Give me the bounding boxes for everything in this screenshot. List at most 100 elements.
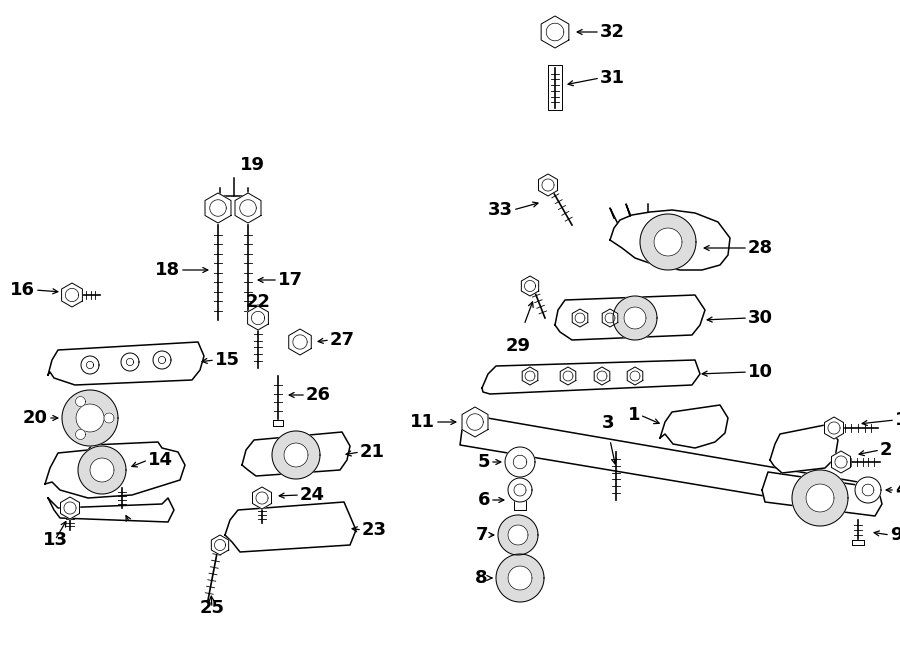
Polygon shape [498,515,538,555]
Polygon shape [806,484,834,512]
Polygon shape [855,477,881,503]
Polygon shape [792,470,848,526]
Text: 25: 25 [200,599,224,617]
Text: 1: 1 [627,406,640,424]
Text: 17: 17 [278,271,303,289]
Polygon shape [126,358,133,366]
Text: 33: 33 [488,201,513,219]
Polygon shape [852,540,864,545]
Polygon shape [225,502,356,552]
Polygon shape [496,554,544,602]
Polygon shape [541,16,569,48]
Text: 22: 22 [246,293,271,311]
Polygon shape [45,442,185,498]
Polygon shape [104,413,114,423]
Text: 7: 7 [475,526,488,544]
Text: 14: 14 [148,451,173,469]
Text: 5: 5 [478,453,490,471]
Polygon shape [76,397,86,407]
Polygon shape [522,367,538,385]
Polygon shape [613,296,657,340]
Polygon shape [762,472,882,516]
Text: 21: 21 [360,443,385,461]
Polygon shape [273,420,283,426]
Polygon shape [289,329,311,355]
Polygon shape [572,309,588,327]
Polygon shape [832,451,850,473]
Text: 30: 30 [748,309,773,327]
Text: 28: 28 [748,239,773,257]
Polygon shape [482,360,700,394]
Polygon shape [508,478,532,502]
Polygon shape [555,295,705,340]
Text: 16: 16 [10,281,35,299]
Polygon shape [48,498,174,522]
Polygon shape [61,283,83,307]
Text: 23: 23 [362,521,387,539]
Polygon shape [602,309,617,327]
Polygon shape [462,407,488,437]
Polygon shape [48,342,204,385]
Polygon shape [640,214,696,270]
Polygon shape [60,497,79,519]
Polygon shape [538,174,557,196]
Polygon shape [627,367,643,385]
Text: 9: 9 [890,526,900,544]
Text: 29: 29 [506,337,530,355]
Polygon shape [660,405,728,448]
Text: 27: 27 [330,331,355,349]
Text: 3: 3 [602,414,614,432]
Polygon shape [514,490,526,510]
Polygon shape [610,210,730,270]
Polygon shape [770,425,838,473]
Text: 15: 15 [215,351,240,369]
Text: 13: 13 [42,531,68,549]
Polygon shape [76,404,104,432]
Text: 18: 18 [155,261,180,279]
Polygon shape [514,484,526,496]
Polygon shape [235,193,261,223]
Polygon shape [508,525,528,545]
Polygon shape [212,535,229,555]
Polygon shape [508,566,532,590]
Polygon shape [86,362,94,369]
Polygon shape [824,417,843,439]
Text: 10: 10 [748,363,773,381]
Polygon shape [62,390,118,446]
Text: 31: 31 [600,69,625,87]
Polygon shape [76,430,86,440]
Text: 19: 19 [240,156,265,174]
Polygon shape [153,351,171,369]
Polygon shape [594,367,610,385]
Text: 26: 26 [306,386,331,404]
Polygon shape [560,367,576,385]
Polygon shape [248,306,268,330]
Text: 24: 24 [300,486,325,504]
Text: 32: 32 [600,23,625,41]
Polygon shape [521,276,539,296]
Polygon shape [624,307,646,329]
Polygon shape [513,455,526,469]
Polygon shape [205,193,231,223]
Polygon shape [121,353,139,371]
Text: 4: 4 [895,481,900,499]
Text: 20: 20 [23,409,48,427]
Text: 8: 8 [475,569,488,587]
Polygon shape [505,447,535,477]
Text: 12: 12 [895,411,900,429]
Polygon shape [90,458,114,482]
Polygon shape [78,446,126,494]
Text: 6: 6 [478,491,490,509]
Polygon shape [242,432,350,476]
Polygon shape [548,65,562,110]
Polygon shape [284,443,308,467]
Polygon shape [253,487,272,509]
Polygon shape [272,431,320,479]
Text: 2: 2 [880,441,893,459]
Polygon shape [158,356,166,364]
Polygon shape [862,484,874,496]
Polygon shape [460,415,858,510]
Polygon shape [654,228,682,256]
Text: 11: 11 [410,413,435,431]
Polygon shape [81,356,99,374]
